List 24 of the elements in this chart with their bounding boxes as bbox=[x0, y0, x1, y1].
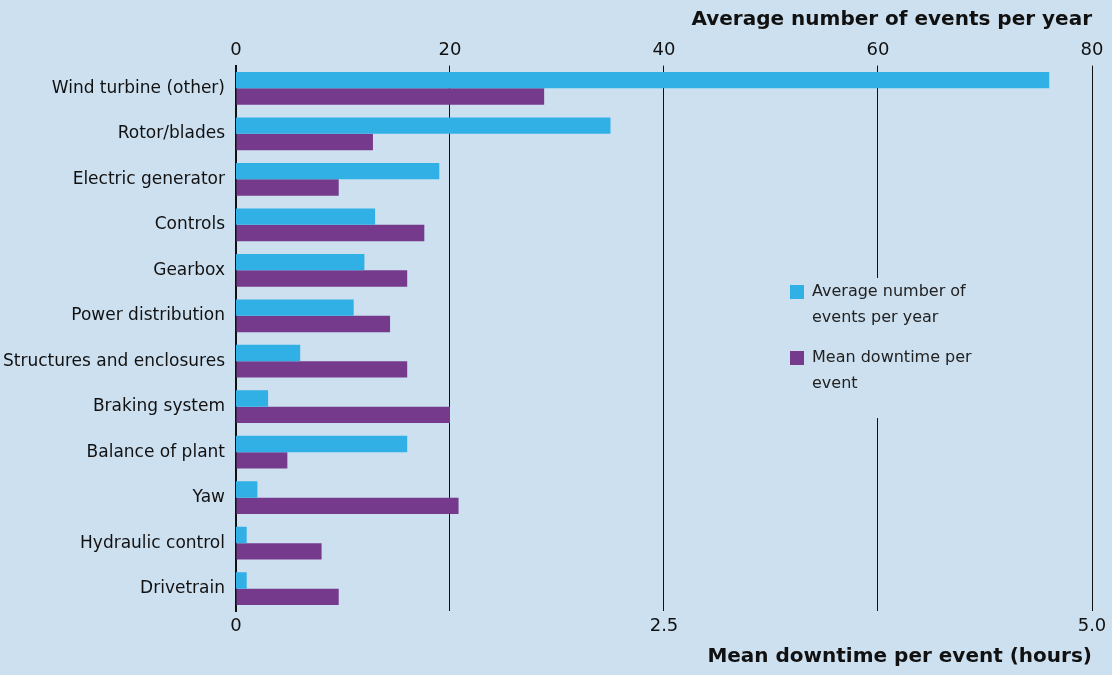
x-tick-label: 2.5 bbox=[649, 613, 679, 635]
y-tick-label: Rotor/blades bbox=[117, 122, 226, 143]
y-tick-label: Structures and enclosures bbox=[3, 349, 226, 370]
y-tick-label: Balance of plant bbox=[86, 440, 226, 461]
x2-axis-title: Average number of events per year bbox=[691, 6, 1093, 31]
x2-tick-label: 20 bbox=[438, 38, 462, 60]
y-tick-label: Electric generator bbox=[72, 167, 225, 188]
y-tick-label: Yaw bbox=[191, 486, 226, 507]
y-tick-label: Gearbox bbox=[153, 258, 225, 279]
y-tick-label: Hydraulic control bbox=[80, 531, 225, 552]
x-tick-label: 0 bbox=[230, 613, 242, 635]
legend-label: Average number of events per year bbox=[812, 280, 967, 328]
y-tick-label: Drivetrain bbox=[140, 577, 225, 598]
legend-label: Mean downtime per event bbox=[812, 346, 973, 394]
y-tick-label: Wind turbine (other) bbox=[51, 76, 225, 97]
x-axis-title: Mean downtime per event (hours) bbox=[707, 643, 1092, 668]
x-tick-label: 5.0 bbox=[1077, 613, 1107, 635]
y-tick-label: Controls bbox=[154, 213, 226, 234]
x2-tick-label: 40 bbox=[652, 38, 676, 60]
x2-tick-label: 60 bbox=[866, 38, 890, 60]
x2-tick-label: 80 bbox=[1080, 38, 1104, 60]
y-tick-label: Braking system bbox=[92, 395, 225, 416]
x2-tick-label: 0 bbox=[230, 38, 242, 60]
y-tick-label: Power distribution bbox=[71, 304, 225, 325]
